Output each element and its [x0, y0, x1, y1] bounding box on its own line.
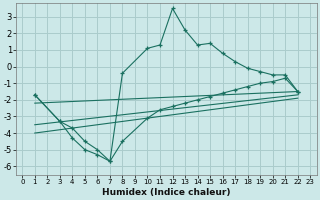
X-axis label: Humidex (Indice chaleur): Humidex (Indice chaleur) — [102, 188, 230, 197]
